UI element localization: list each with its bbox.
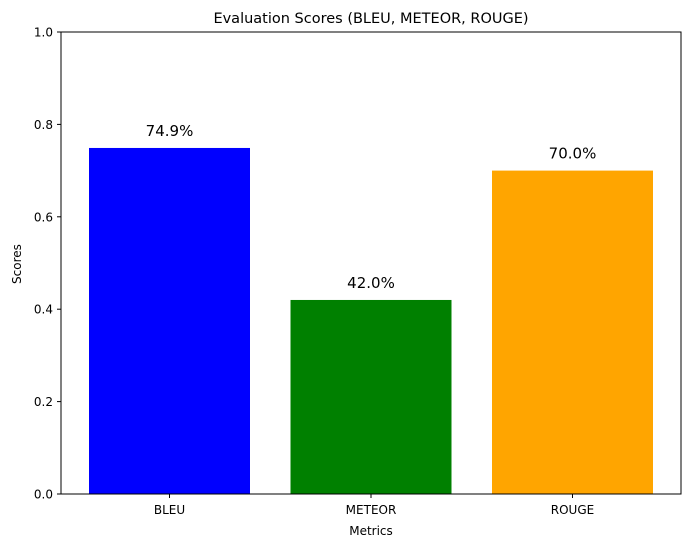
data-label-rouge: 70.0% bbox=[549, 145, 597, 163]
data-label-meteor: 42.0% bbox=[347, 274, 395, 292]
bars-layer bbox=[89, 147, 653, 494]
bar-rouge bbox=[492, 170, 653, 494]
x-tick-label: ROUGE bbox=[551, 503, 594, 517]
plot-frame bbox=[60, 31, 682, 495]
data-labels-layer: 74.9% 42.0% 70.0% bbox=[146, 122, 597, 292]
x-axis-label: Metrics bbox=[349, 524, 393, 538]
chart-title: Evaluation Scores (BLEU, METEOR, ROUGE) bbox=[213, 11, 528, 27]
x-tick-label: BLEU bbox=[154, 503, 185, 517]
y-tick-label: 0.2 bbox=[34, 395, 53, 409]
bar-bleu bbox=[89, 147, 250, 494]
y-tick-label: 0.8 bbox=[34, 118, 53, 132]
data-label-bleu: 74.9% bbox=[146, 122, 194, 140]
x-axis-ticks: BLEU METEOR ROUGE bbox=[154, 494, 594, 517]
y-tick-label: 0.6 bbox=[34, 210, 53, 224]
x-tick-label: METEOR bbox=[346, 503, 397, 517]
y-axis-ticks: 0.0 0.2 0.4 0.6 0.8 1.0 bbox=[34, 26, 61, 502]
y-tick-label: 1.0 bbox=[34, 26, 53, 40]
y-axis-label: Scores bbox=[10, 244, 24, 284]
y-tick-label: 0.4 bbox=[34, 303, 53, 317]
bar-meteor bbox=[290, 299, 452, 494]
y-tick-label: 0.0 bbox=[34, 488, 53, 502]
